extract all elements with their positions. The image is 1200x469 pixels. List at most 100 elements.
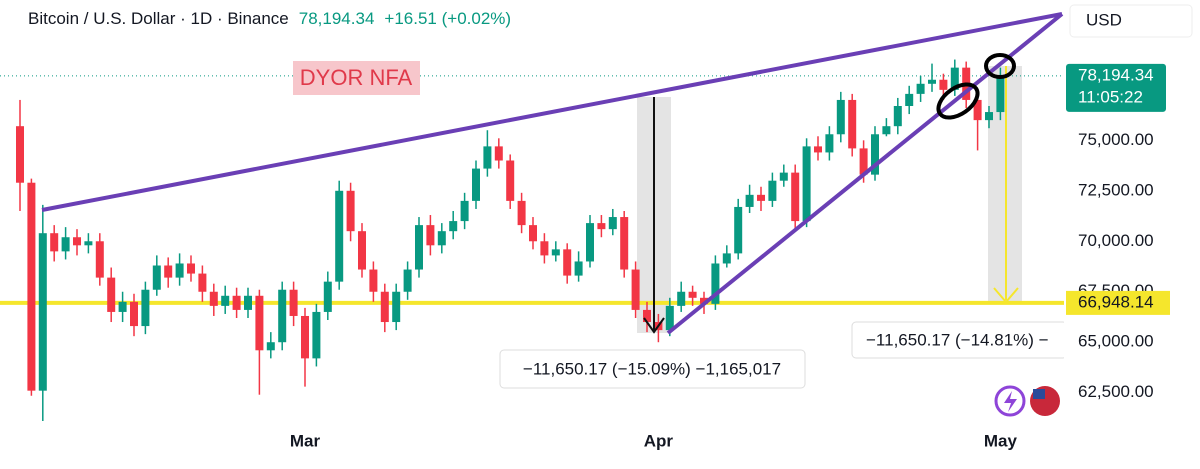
candle-body: [323, 281, 332, 312]
arrow-head: [643, 317, 665, 334]
candle-body: [426, 225, 435, 246]
candle-body: [939, 79, 948, 90]
y-tick-label: 70,000.00: [1078, 231, 1154, 250]
candle-body: [403, 269, 412, 292]
note-bg: [293, 61, 420, 95]
candle-body: [506, 160, 515, 201]
candle-body: [928, 79, 936, 84]
candle-body: [665, 305, 674, 331]
candle-body: [643, 309, 651, 323]
candle-body: [768, 180, 777, 201]
y-tick-label: 62,500.00: [1078, 382, 1154, 401]
candle-body: [882, 126, 891, 135]
last-price-label: 78,194.34: [1078, 65, 1154, 84]
candle-body: [483, 146, 492, 169]
icon-part: [1033, 389, 1045, 399]
candle-body: [312, 311, 321, 359]
candle-body: [415, 225, 423, 270]
x-tick-label: Apr: [644, 431, 674, 450]
x-tick-label: May: [984, 431, 1018, 450]
candle-body: [118, 301, 127, 312]
candle-body: [791, 172, 800, 222]
currency[interactable]: USD: [1086, 10, 1122, 29]
candle-body: [175, 263, 184, 278]
drawings: DYOR NFA −11,650.17 (−15.09%) −1,165,017…: [41, 12, 1068, 417]
candle-body: [973, 99, 982, 121]
candle-body: [95, 241, 104, 278]
candle-body: [916, 83, 925, 94]
highlight-ellipse: [984, 53, 1016, 79]
candle-body: [73, 237, 81, 246]
candle-body: [16, 126, 24, 183]
candle-body: [540, 241, 549, 256]
candle-body: [255, 295, 264, 351]
level-label: 66,948.14: [1078, 292, 1154, 311]
candle-body: [574, 261, 583, 276]
candle-body: [61, 237, 70, 252]
candle-body: [700, 297, 708, 304]
candle-body: [517, 200, 526, 226]
header: Bitcoin / U.S. Dollar · 1D · Binance 78,1…: [28, 9, 511, 28]
candle-body: [335, 190, 344, 282]
candle-body: [301, 315, 309, 359]
y-tick-label: 72,500.00: [1078, 180, 1154, 199]
measure-text: −11,650.17 (−14.81%) −: [866, 330, 1049, 349]
candle-body: [232, 295, 241, 310]
x-tick-label: Mar: [290, 431, 321, 450]
candle-body: [38, 233, 47, 391]
countdown: 11:05:22: [1078, 87, 1143, 106]
y-tick-label: 75,000.00: [1078, 130, 1154, 149]
measure-text: −11,650.17 (−15.09%) −1,165,017: [523, 359, 781, 378]
header-price: 78,194.34: [299, 9, 375, 28]
candle-body: [734, 206, 743, 254]
candle-body: [711, 263, 720, 304]
level-badge: [1066, 290, 1170, 315]
candle-body: [745, 194, 754, 207]
highlight-ellipse: [936, 82, 980, 120]
candle-body: [631, 269, 640, 310]
y-tick-label: 65,000.00: [1078, 332, 1154, 351]
arrow-head: [993, 287, 1019, 304]
candle-body: [346, 190, 355, 232]
candle-body: [84, 241, 93, 246]
candle-body: [266, 342, 275, 351]
candle-body: [50, 233, 59, 252]
candle-body: [893, 105, 902, 127]
candle-body: [244, 295, 252, 310]
candle-body: [950, 67, 959, 90]
candle-body: [449, 221, 458, 232]
candle-body: [985, 112, 993, 121]
candle-body: [620, 217, 629, 270]
icon-bolt: [1004, 391, 1017, 412]
candle-body: [563, 249, 572, 276]
candle-body: [677, 291, 686, 306]
candle-body: [437, 231, 446, 246]
candle-body: [198, 273, 207, 292]
candle-body: [278, 289, 287, 343]
candle-body: [392, 291, 401, 323]
candle-body: [152, 265, 161, 290]
candle-body: [802, 146, 811, 222]
candle-body: [221, 295, 230, 306]
candle-body: [586, 223, 594, 262]
candle-body: [141, 289, 150, 327]
candle-body: [551, 249, 560, 256]
trend-line: [666, 12, 1064, 335]
candle-body: [494, 146, 503, 161]
candle-body: [757, 194, 765, 201]
candle-body: [358, 231, 366, 270]
candle-body: [472, 168, 480, 201]
measure-box: [499, 349, 806, 389]
candle-body: [859, 148, 868, 175]
candle-body: [905, 93, 914, 106]
candle-body: [996, 75, 1005, 113]
candle-body: [27, 182, 36, 391]
currency-box[interactable]: [1069, 4, 1193, 38]
candle-body: [187, 263, 195, 274]
candle-body: [597, 223, 606, 230]
last-price-badge: [1066, 63, 1166, 112]
header-change: +16.51 (+0.02%): [384, 9, 511, 28]
candle-body: [289, 289, 298, 316]
candle-body: [380, 291, 389, 323]
candle-body: [107, 277, 116, 312]
